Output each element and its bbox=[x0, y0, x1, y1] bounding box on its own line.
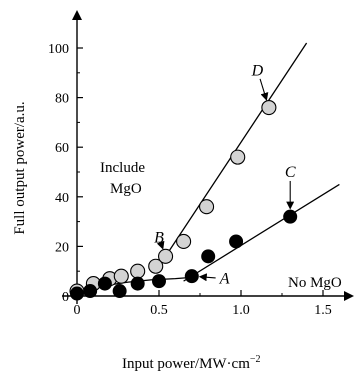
point-no-mgo bbox=[83, 284, 98, 299]
y-tick-label: 20 bbox=[55, 240, 69, 255]
point-include-mgo bbox=[113, 268, 129, 284]
x-tick-label: 1.0 bbox=[232, 303, 250, 318]
axes: 0 0.5 1.0 1.5 0 20 40 60 80 100 bbox=[48, 10, 354, 318]
point-include-mgo bbox=[148, 258, 164, 274]
annotation-arrow bbox=[156, 240, 165, 250]
point-no-mgo bbox=[229, 234, 244, 249]
point-no-mgo bbox=[152, 274, 166, 289]
y-tick-label: 80 bbox=[55, 92, 69, 107]
x-tick-label: 0 bbox=[74, 303, 81, 318]
include-mgo-label-line1: Include bbox=[100, 160, 145, 176]
point-no-mgo bbox=[283, 209, 298, 224]
point-include-mgo bbox=[261, 99, 277, 116]
x-axis-label: Input power/MW·cm−2 bbox=[122, 354, 261, 372]
point-include-mgo bbox=[176, 233, 192, 249]
point-no-mgo bbox=[184, 269, 199, 284]
point-include-mgo bbox=[130, 263, 146, 279]
annotation-d: D bbox=[251, 62, 264, 79]
annotation-c: C bbox=[285, 164, 296, 181]
point-no-mgo bbox=[97, 276, 112, 291]
x-tick-label: 0.5 bbox=[150, 303, 168, 318]
y-tick-label: 40 bbox=[55, 191, 69, 206]
point-no-mgo bbox=[70, 286, 84, 301]
include-mgo-label-line2: MgO bbox=[110, 181, 142, 197]
point-include-mgo bbox=[158, 248, 174, 264]
x-axis-label-sup: −2 bbox=[250, 354, 261, 365]
y-tick-label: 0 bbox=[62, 290, 69, 305]
point-include-mgo bbox=[199, 199, 215, 215]
point-include-mgo bbox=[230, 149, 246, 165]
annotation-arrow bbox=[259, 78, 269, 101]
annotation-a: A bbox=[219, 271, 230, 288]
x-axis-label-text: Input power/MW·cm bbox=[122, 356, 250, 372]
point-no-mgo bbox=[130, 276, 145, 291]
fit-line bbox=[183, 183, 340, 282]
point-no-mgo bbox=[112, 284, 127, 299]
y-axis-label: Full output power/a.u. bbox=[12, 101, 28, 234]
no-mgo-label: No MgO bbox=[288, 275, 342, 291]
annotations: A B C D bbox=[154, 62, 296, 287]
y-tick-label: 100 bbox=[48, 42, 69, 57]
annotation-arrow bbox=[198, 273, 216, 282]
data-points bbox=[69, 99, 298, 301]
x-tick-label: 1.5 bbox=[314, 303, 332, 318]
annotation-b: B bbox=[154, 230, 164, 247]
point-no-mgo bbox=[201, 249, 216, 264]
y-tick-label: 60 bbox=[55, 141, 69, 156]
